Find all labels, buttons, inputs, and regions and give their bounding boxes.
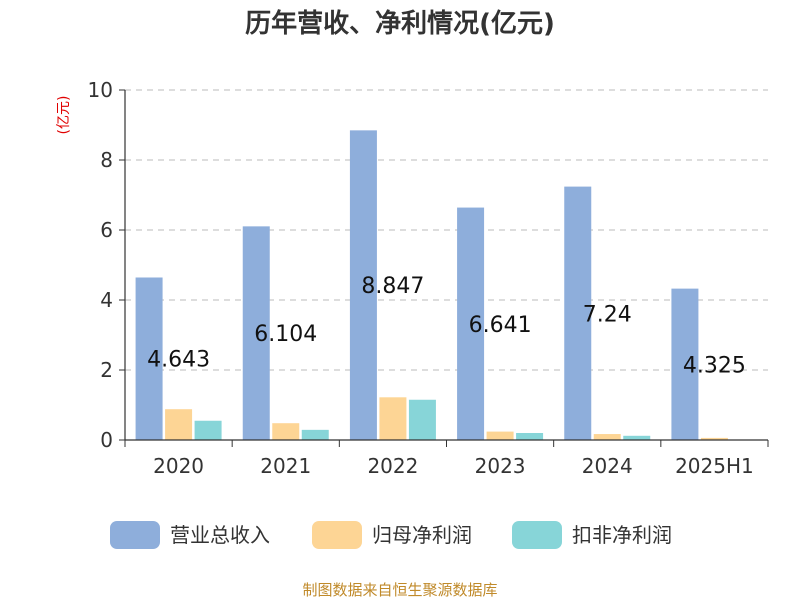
x-tick-label: 2022 — [367, 454, 418, 478]
source-note: 制图数据来自恒生聚源数据库 — [302, 581, 497, 599]
data-label: 6.104 — [254, 322, 317, 347]
legend-item[interactable]: 归母净利润 — [312, 521, 472, 549]
data-labels: 4.643 6.104 8.847 6.641 7.24 4.325 — [147, 274, 746, 378]
x-tick-label: 2021 — [260, 454, 311, 478]
legend-swatch — [110, 521, 160, 549]
bar-2-2025H1 — [700, 437, 728, 440]
legend-item[interactable]: 营业总收入 — [110, 521, 270, 549]
bar-2-2022 — [379, 397, 407, 440]
legend-label: 扣非净利润 — [572, 523, 672, 547]
gridlines — [125, 89, 768, 371]
y-tick-label: 4 — [100, 288, 113, 312]
bar-3-2022 — [408, 399, 436, 440]
data-label: 4.325 — [683, 353, 746, 378]
chart-title: 历年营收、净利情况(亿元) — [245, 8, 555, 39]
legend-label: 营业总收入 — [170, 523, 270, 547]
x-tick-label: 2025H1 — [675, 454, 754, 478]
data-label: 4.643 — [147, 348, 210, 373]
bar-3-2023 — [516, 433, 544, 440]
data-label: 8.847 — [361, 274, 424, 299]
bar-3-2021 — [301, 429, 329, 440]
legend-item[interactable]: 扣非净利润 — [512, 521, 672, 549]
bar-2-2021 — [272, 423, 300, 440]
bar-1-2023 — [457, 207, 485, 440]
bar-1-2022 — [349, 130, 377, 441]
bar-1-2025H1 — [671, 288, 699, 440]
x-tick-label: 2023 — [475, 454, 526, 478]
bar-3-2024 — [623, 435, 651, 440]
data-label: 7.24 — [583, 302, 632, 327]
bar-1-2021 — [242, 226, 270, 440]
legend-swatch — [512, 521, 562, 549]
bar-1-2020 — [135, 277, 163, 440]
bars — [135, 130, 758, 441]
y-tick-label: 2 — [100, 358, 113, 382]
y-axis-unit-label: (亿元) — [56, 96, 72, 135]
y-tick-label: 8 — [100, 148, 113, 172]
y-tick-label: 0 — [100, 428, 113, 452]
bar-2-2023 — [486, 431, 514, 440]
data-label: 6.641 — [469, 313, 532, 338]
bar-2-2020 — [165, 409, 193, 440]
legend-label: 归母净利润 — [372, 523, 472, 547]
x-tick-label: 2020 — [153, 454, 204, 478]
x-axis-ticks: 2020 2021 2022 2023 2024 2025H1 — [124, 440, 769, 478]
y-axis-ticks: 0 2 4 6 8 10 — [88, 78, 125, 452]
y-tick-label: 6 — [100, 218, 113, 242]
bar-2-2024 — [593, 434, 621, 440]
legend[interactable]: 营业总收入 归母净利润 扣非净利润 — [110, 521, 672, 549]
bar-3-2020 — [194, 420, 222, 440]
legend-swatch — [312, 521, 362, 549]
x-tick-label: 2024 — [582, 454, 633, 478]
y-tick-label: 10 — [88, 78, 113, 102]
bar-1-2024 — [564, 186, 592, 440]
